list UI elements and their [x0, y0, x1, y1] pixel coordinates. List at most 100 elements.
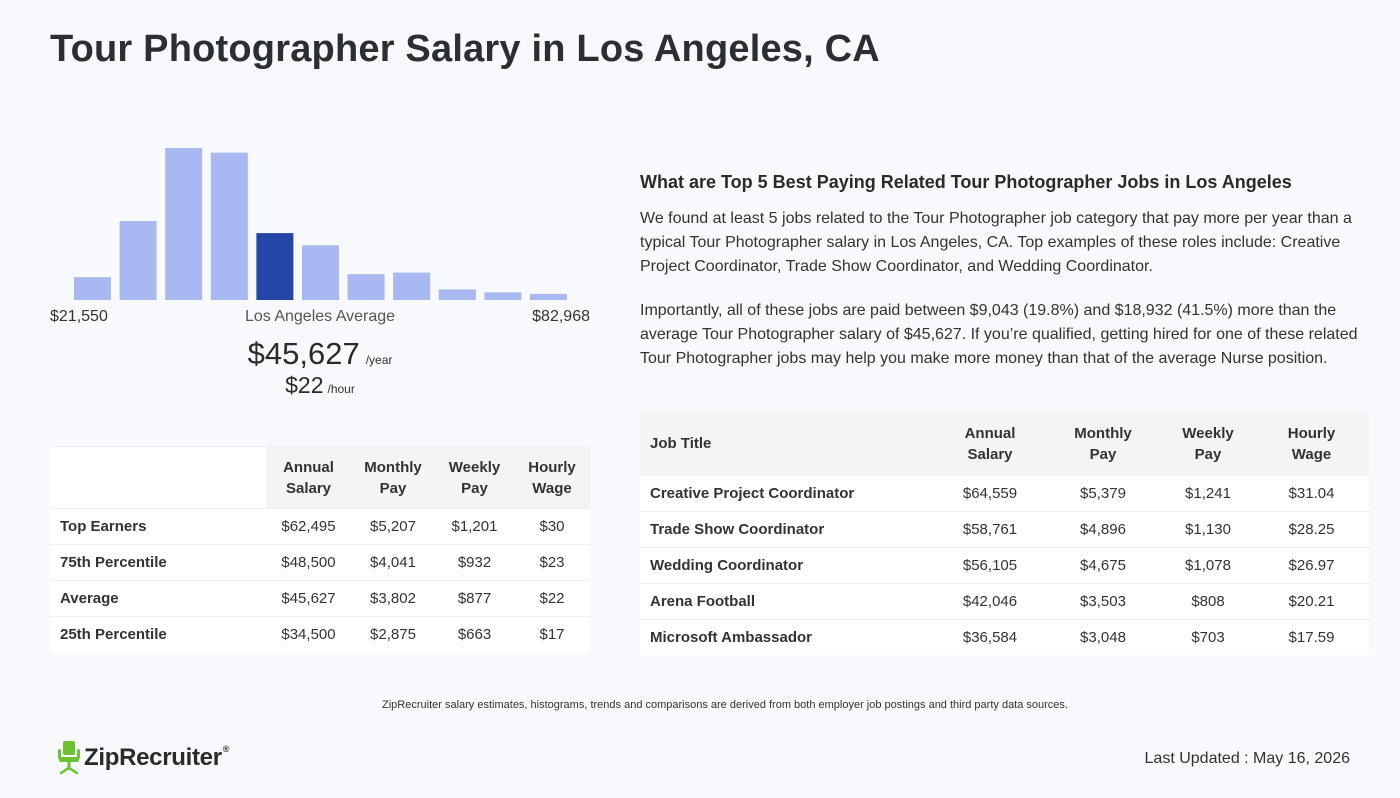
cell-annual: $64,559 [936, 474, 1044, 511]
cell-annual: $42,046 [936, 582, 1044, 619]
cell-weekly: $703 [1162, 618, 1254, 655]
ziprecruiter-logo[interactable]: ZipRecruiter® [58, 740, 229, 776]
related-jobs-paragraph-2: Importantly, all of these jobs are paid … [640, 302, 1358, 367]
related-jobs-section: What are Top 5 Best Paying Related Tour … [640, 172, 1370, 391]
row-label: Average [50, 580, 266, 617]
histogram-bar-average [256, 233, 294, 300]
page-title: Tour Photographer Salary in Los Angeles,… [50, 28, 880, 70]
last-updated: Last Updated : May 16, 2026 [1144, 750, 1350, 767]
cell-weekly: $1,130 [1162, 510, 1254, 547]
header-monthly-pay: Monthly Pay [351, 446, 435, 509]
histogram-bar [393, 272, 431, 300]
cell-hourly: $31.04 [1254, 474, 1369, 511]
cell-monthly: $2,875 [351, 616, 435, 653]
related-jobs-table-header: Job Title Annual Salary Monthly Pay Weekly… [640, 413, 1369, 475]
cell-hourly: $26.97 [1254, 546, 1369, 583]
job-title-cell: Microsoft Ambassador [640, 618, 936, 655]
header-weekly-pay: Weekly Pay [1162, 413, 1254, 475]
average-yearly-value: $45,627 [247, 336, 360, 371]
job-title-cell: Trade Show Coordinator [640, 510, 936, 547]
header-weekly-pay: Weekly Pay [435, 446, 514, 509]
histogram-bar [210, 152, 248, 300]
histogram-average-label: Los Angeles Average [244, 308, 396, 325]
cell-weekly: $932 [435, 544, 514, 581]
header-hourly-wage: Hourly Wage [1254, 413, 1369, 475]
job-title-cell: Wedding Coordinator [640, 546, 936, 583]
table-row: Average $45,627 $3,802 $877 $22 [50, 580, 590, 617]
average-hourly: $22/hour [50, 372, 590, 399]
cell-hourly: $30 [514, 508, 590, 545]
related-jobs-heading: What are Top 5 Best Paying Related Tour … [640, 172, 1292, 192]
histogram-min-label: $21,550 [50, 308, 108, 325]
cell-hourly: $28.25 [1254, 510, 1369, 547]
cell-monthly: $5,207 [351, 508, 435, 545]
histogram-bar [74, 277, 111, 300]
cell-annual: $36,584 [936, 618, 1044, 655]
header-annual-salary: Annual Salary [266, 446, 351, 509]
related-jobs-paragraph-1: We found at least 5 jobs related to the … [640, 210, 1352, 275]
percentile-table-header: Annual Salary Monthly Pay Weekly Pay Hourly… [50, 446, 590, 509]
cell-annual: $58,761 [936, 510, 1044, 547]
cell-weekly: $663 [435, 616, 514, 653]
cell-annual: $34,500 [266, 616, 351, 653]
cell-weekly: $808 [1162, 582, 1254, 619]
table-row: Creative Project Coordinator $64,559 $5,… [640, 474, 1369, 511]
cell-hourly: $23 [514, 544, 590, 581]
header-blank [50, 446, 266, 509]
cell-monthly: $4,675 [1044, 546, 1162, 583]
histogram-labels: $21,550 Los Angeles Average $82,968 [50, 308, 590, 328]
header-annual-salary: Annual Salary [936, 413, 1044, 475]
cell-hourly: $17.59 [1254, 618, 1369, 655]
histogram-bar [438, 289, 476, 300]
header-job-title: Job Title [640, 413, 936, 475]
data-source-disclaimer: ZipRecruiter salary estimates, histogram… [382, 699, 1068, 711]
histogram-bar [484, 292, 522, 300]
cell-weekly: $1,078 [1162, 546, 1254, 583]
cell-weekly: $877 [435, 580, 514, 617]
histogram-bar [530, 293, 567, 300]
row-label: 25th Percentile [50, 616, 266, 653]
chair-icon [58, 741, 80, 775]
job-title-cell: Arena Football [640, 582, 936, 619]
table-row: Microsoft Ambassador $36,584 $3,048 $703… [640, 618, 1369, 655]
average-hourly-unit: /hour [327, 382, 355, 396]
salary-histogram [50, 140, 590, 302]
histogram-max-label: $82,968 [532, 308, 590, 325]
histogram-bar [119, 221, 157, 300]
table-row: 25th Percentile $34,500 $2,875 $663 $17 [50, 616, 590, 653]
logo-text: ZipRecruiter® [84, 744, 230, 771]
related-jobs-table: Job Title Annual Salary Monthly Pay Weekly… [640, 413, 1369, 655]
histogram-bar [165, 148, 203, 300]
percentile-table: Annual Salary Monthly Pay Weekly Pay Hourly… [50, 446, 590, 653]
row-label: 75th Percentile [50, 544, 266, 581]
cell-monthly: $3,503 [1044, 582, 1162, 619]
cell-annual: $48,500 [266, 544, 351, 581]
table-row: Arena Football $42,046 $3,503 $808 $20.2… [640, 582, 1369, 619]
histogram-svg [74, 148, 567, 300]
cell-hourly: $17 [514, 616, 590, 653]
cell-monthly: $5,379 [1044, 474, 1162, 511]
cell-hourly: $20.21 [1254, 582, 1369, 619]
cell-weekly: $1,201 [435, 508, 514, 545]
cell-monthly: $3,048 [1044, 618, 1162, 655]
table-row: 75th Percentile $48,500 $4,041 $932 $23 [50, 544, 590, 581]
job-title-cell: Creative Project Coordinator [640, 474, 936, 511]
cell-monthly: $4,896 [1044, 510, 1162, 547]
average-yearly-unit: /year [365, 353, 393, 367]
header-monthly-pay: Monthly Pay [1044, 413, 1162, 475]
average-hourly-value: $22 [285, 372, 324, 398]
histogram-bar [302, 245, 339, 300]
table-row: Trade Show Coordinator $58,761 $4,896 $1… [640, 510, 1369, 547]
table-row: Wedding Coordinator $56,105 $4,675 $1,07… [640, 546, 1369, 583]
cell-monthly: $3,802 [351, 580, 435, 617]
row-label: Top Earners [50, 508, 266, 545]
header-hourly-wage: Hourly Wage [514, 446, 590, 509]
cell-annual: $62,495 [266, 508, 351, 545]
cell-hourly: $22 [514, 580, 590, 617]
cell-annual: $45,627 [266, 580, 351, 617]
cell-monthly: $4,041 [351, 544, 435, 581]
average-yearly: $45,627/year [50, 336, 590, 372]
histogram-bar [347, 274, 385, 300]
cell-weekly: $1,241 [1162, 474, 1254, 511]
cell-annual: $56,105 [936, 546, 1044, 583]
